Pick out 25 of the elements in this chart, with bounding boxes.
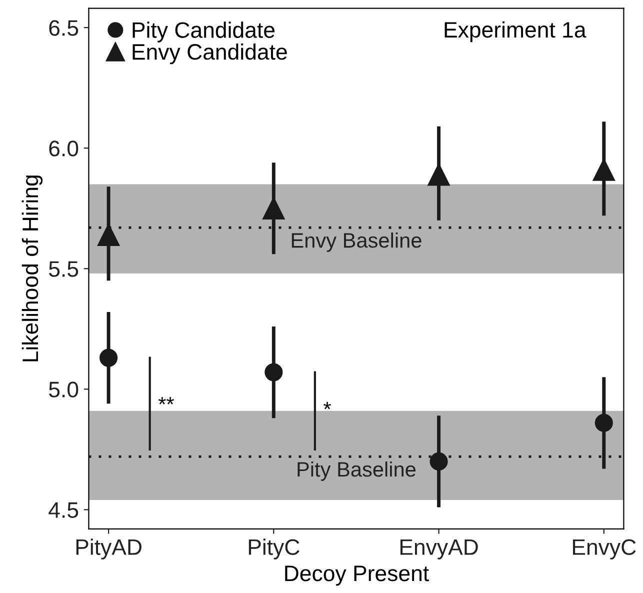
y-tick-label: 5.0 bbox=[49, 382, 78, 398]
ref-line-label: Envy Baseline bbox=[292, 232, 422, 252]
annotation: ** bbox=[158, 397, 174, 404]
y-axis-title: Likelihood of Hiring bbox=[22, 176, 43, 362]
x-tick-label: EnvyC bbox=[572, 539, 636, 560]
legend-label: Envy Candidate bbox=[132, 43, 287, 64]
legend-label: Pity Candidate bbox=[132, 22, 274, 42]
y-tick-label: 5.5 bbox=[49, 261, 78, 277]
y-tick-label: 6.0 bbox=[49, 140, 78, 156]
point bbox=[262, 197, 285, 220]
x-tick-label: PityAD bbox=[76, 538, 142, 560]
y-tick-label: 6.5 bbox=[49, 20, 78, 36]
point bbox=[264, 363, 283, 382]
point bbox=[594, 414, 613, 432]
x-tick-label: EnvyAD bbox=[400, 539, 478, 560]
annotation: * bbox=[324, 402, 331, 410]
point bbox=[428, 164, 450, 186]
y-tick-label: 4.5 bbox=[48, 502, 78, 518]
point bbox=[100, 348, 118, 367]
ref-line-label: Pity Baseline bbox=[298, 461, 416, 481]
x-axis-title: Decoy Present bbox=[285, 566, 429, 586]
text: Experiment 1a bbox=[444, 21, 586, 42]
point bbox=[592, 158, 616, 181]
point bbox=[430, 452, 448, 470]
x-tick-label: PityC bbox=[248, 538, 300, 560]
